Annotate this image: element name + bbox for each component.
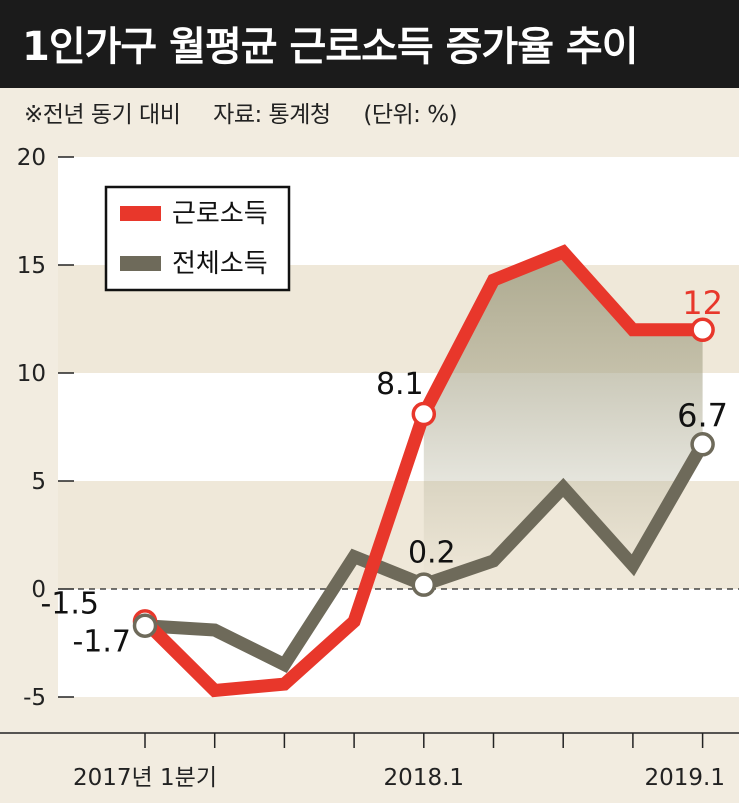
basis-note: ※전년 동기 대비: [24, 102, 181, 128]
y-tick-label: -5: [23, 685, 46, 711]
x-tick-label: 2018.1: [384, 765, 464, 791]
marker-total: [411, 572, 437, 597]
y-tick-label: 20: [17, 145, 46, 171]
legend-swatch-total: [120, 256, 161, 271]
unit-note: (단위: %): [363, 102, 458, 128]
y-tick-label: 15: [17, 253, 46, 279]
legend-swatch-earned: [120, 206, 161, 221]
data-label: -1.5: [40, 586, 99, 621]
x-tick-label: 2019.1: [645, 765, 725, 791]
y-tick-label: 5: [31, 469, 46, 495]
marker-earned: [690, 317, 715, 343]
data-label: 8.1: [376, 367, 424, 402]
chart-notes: ※전년 동기 대비 자료: 통계청 (단위: %): [24, 95, 483, 129]
x-axis: 2017년 1분기 2018.1 2019.1: [0, 732, 739, 791]
marker-total: [690, 432, 715, 457]
data-label: 6.7: [677, 396, 728, 434]
y-axis: 20 15 10 5 0 -5: [17, 145, 739, 711]
data-label: 0.2: [408, 536, 456, 571]
legend-label: 근로소득: [172, 199, 268, 229]
data-labels: -1.5 -1.7 8.1 0.2 12 6.7: [40, 284, 728, 660]
marker-earned: [411, 401, 437, 427]
source-note: 자료: 통계청: [213, 102, 331, 128]
title-bar: 1인가구 월평균 근로소득 증가율 추이: [0, 0, 739, 88]
legend-box: [104, 185, 291, 292]
series-markers: [132, 317, 715, 638]
y-tick-label: 0: [31, 577, 46, 603]
y-tick-label: 10: [17, 361, 46, 387]
chart-title: 1인가구 월평균 근로소득 증가율 추이: [22, 24, 639, 70]
legend-label: 전체소득: [172, 249, 268, 279]
marker-total: [132, 613, 158, 638]
data-label: -1.7: [72, 625, 131, 660]
data-label: 12: [682, 284, 723, 322]
x-tick-label: 2017년 1분기: [73, 765, 217, 791]
